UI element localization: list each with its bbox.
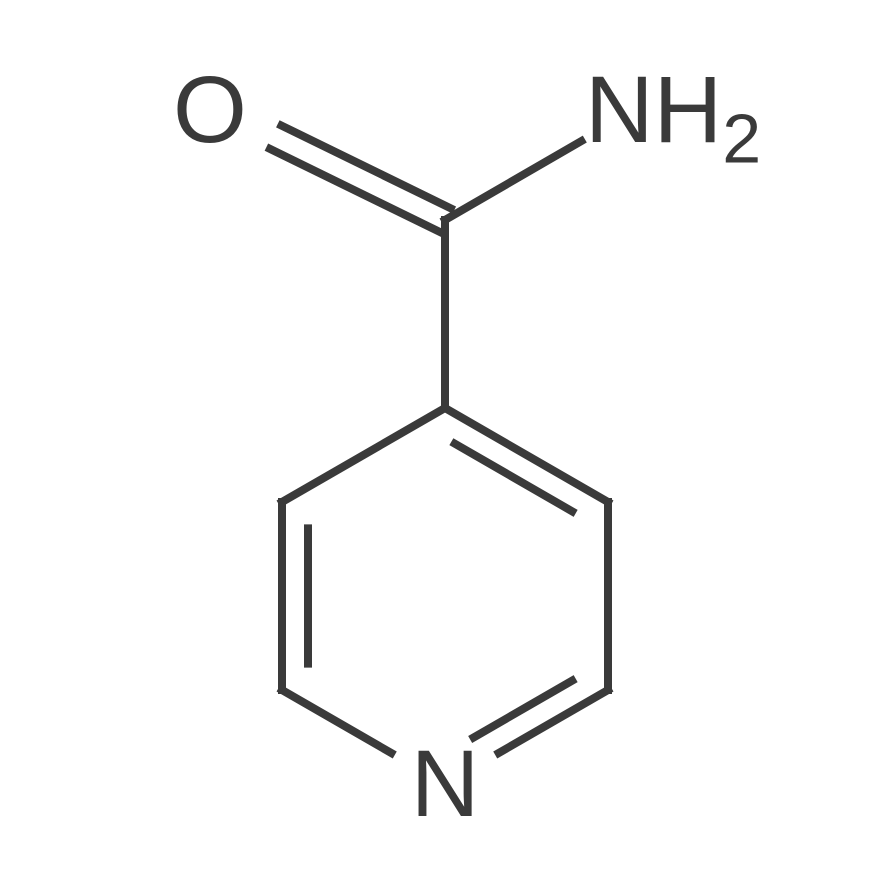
bond [445, 141, 581, 220]
atom-label-n_amine: NH2 [585, 57, 761, 178]
molecule-diagram: O NH2 N [0, 0, 890, 890]
atom-label-o: O [173, 57, 247, 163]
bonds-group [270, 126, 608, 753]
bond [282, 408, 445, 502]
atom-label-n_ring: N [411, 731, 480, 837]
bond [499, 690, 608, 753]
bond [455, 444, 572, 512]
bond [474, 681, 573, 738]
bond [282, 690, 391, 753]
